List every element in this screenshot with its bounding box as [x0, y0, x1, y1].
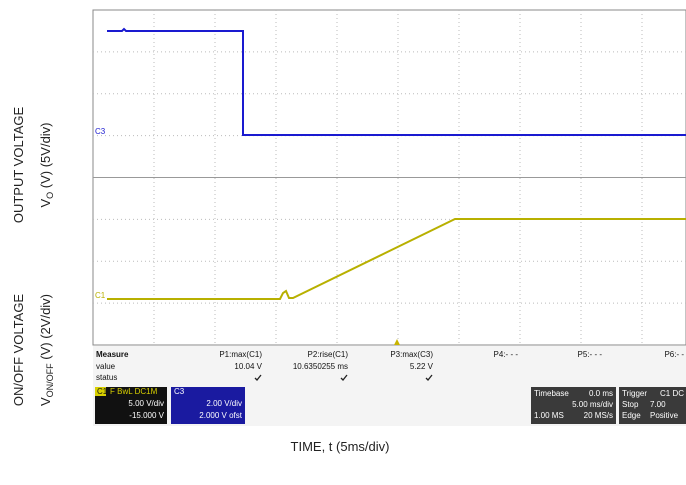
measure-title: Measure [96, 350, 129, 359]
trigger-arrow [394, 339, 400, 345]
c1-marker: C1 [95, 291, 106, 300]
status-check [340, 374, 348, 381]
subscript: ON/OFF [45, 363, 55, 397]
measure-value: 5.22 V [410, 362, 434, 371]
trigger-mode: Stop [622, 400, 639, 409]
unit: (V) (2V/div) [38, 294, 53, 363]
trigger-slope: Positive [650, 411, 679, 420]
measure-name: P5:- - - [578, 350, 603, 359]
c1-box [95, 387, 167, 424]
trigger-level: 7.00 [650, 400, 666, 409]
timebase-scale: 5.00 ms/div [572, 400, 613, 409]
timebase-rate: 20 MS/s [584, 411, 613, 420]
measure-columns: P1:max(C1) 10.04 V P2:rise(C1) 10.6350255 m… [219, 350, 684, 381]
measure-row: value [96, 362, 116, 371]
trace-c1 [107, 218, 686, 300]
trace-c3 [107, 27, 686, 136]
measure-name: P6:- - [664, 350, 684, 359]
measure-name: P1:max(C1) [219, 350, 262, 359]
c1-id: C1 [97, 387, 108, 396]
bottom-axis-title: ON/OFF VOLTAGE [11, 294, 26, 407]
status-check [254, 374, 262, 381]
measure-value: 10.04 V [234, 362, 262, 371]
symbol: V [38, 199, 53, 208]
c3-id: C3 [174, 387, 185, 396]
trigger-type: Edge [622, 411, 641, 420]
measure-name: P2:rise(C1) [308, 350, 349, 359]
timebase-title: Timebase [534, 389, 569, 398]
measure-name: P4:- - - [494, 350, 519, 359]
c1-offset: -15.000 V [129, 411, 164, 420]
c1-header: F BwL DC1M [110, 387, 158, 396]
measure-value: 10.6350255 ms [293, 362, 348, 371]
status-check [425, 374, 433, 381]
top-axis-title: OUTPUT VOLTAGE [11, 107, 26, 224]
c3-scale: 2.00 V/div [206, 399, 242, 408]
c1-tag [95, 387, 106, 396]
timebase-delay: 0.0 ms [589, 389, 613, 398]
symbol: V [38, 397, 53, 406]
trigger-box [619, 387, 686, 424]
c1-scale: 5.00 V/div [128, 399, 164, 408]
measure-name: P3:max(C3) [390, 350, 433, 359]
trigger-channel: C1 DC [660, 389, 684, 398]
c3-box [171, 387, 245, 424]
measure-row: status [96, 373, 117, 382]
timebase-points: 1.00 MS [534, 411, 564, 420]
top-axis-unit: VO (V) (5V/div) [38, 122, 55, 207]
bottom-axis-unit: VON/OFF (V) (2V/div) [38, 294, 55, 406]
c3-offset: 2.000 V ofst [199, 411, 242, 420]
unit: (V) (5V/div) [38, 122, 53, 191]
trigger-title: Trigger [622, 389, 647, 398]
subscript: O [45, 192, 55, 199]
x-axis-title: TIME, t (5ms/div) [291, 439, 390, 454]
c3-marker: C3 [95, 127, 106, 136]
timebase-box [531, 387, 616, 424]
